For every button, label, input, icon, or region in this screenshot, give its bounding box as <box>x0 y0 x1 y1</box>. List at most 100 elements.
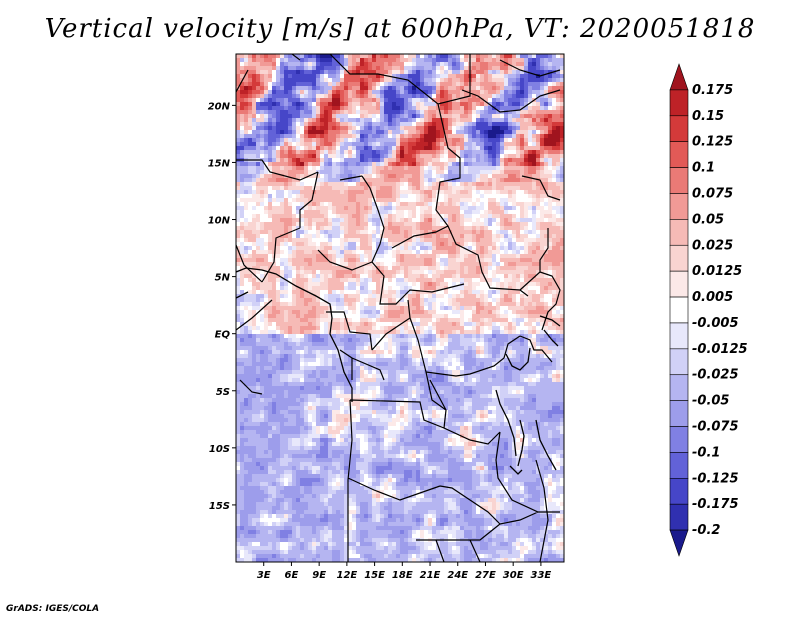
field-cell <box>304 182 308 186</box>
field-cell <box>408 158 412 162</box>
field-cell <box>384 70 388 74</box>
field-cell <box>392 66 396 70</box>
field-cell <box>320 118 324 122</box>
field-cell <box>340 186 344 190</box>
field-cell <box>316 70 320 74</box>
field-cell <box>532 62 536 66</box>
field-cell <box>532 234 536 238</box>
field-cell <box>464 150 468 154</box>
field-cell <box>472 290 476 294</box>
field-cell <box>488 158 492 162</box>
field-cell <box>256 278 260 282</box>
field-cell <box>484 290 488 294</box>
field-cell <box>268 230 272 234</box>
field-cell <box>276 70 280 74</box>
field-cell <box>292 270 296 274</box>
field-cell <box>332 174 336 178</box>
field-cell <box>468 162 472 166</box>
field-cell <box>456 266 460 270</box>
field-cell <box>320 238 324 242</box>
field-cell <box>468 126 472 130</box>
field-cell <box>556 202 560 206</box>
field-cell <box>340 214 344 218</box>
field-cell <box>536 134 540 138</box>
field-cell <box>440 218 444 222</box>
field-cell <box>348 82 352 86</box>
field-cell <box>440 146 444 150</box>
field-cell <box>400 286 404 290</box>
field-cell <box>452 118 456 122</box>
field-cell <box>236 150 240 154</box>
field-cell <box>412 230 416 234</box>
field-cell <box>404 118 408 122</box>
field-cell <box>540 290 544 294</box>
field-cell <box>492 246 496 250</box>
field-cell <box>384 94 388 98</box>
field-cell <box>236 166 240 170</box>
field-cell <box>240 162 244 166</box>
field-cell <box>352 138 356 142</box>
field-cell <box>384 246 388 250</box>
field-cell <box>420 70 424 74</box>
field-cell <box>484 238 488 242</box>
field-cell <box>328 94 332 98</box>
field-cell <box>304 190 308 194</box>
field-cell <box>480 86 484 90</box>
field-cell <box>316 142 320 146</box>
field-cell <box>348 110 352 114</box>
field-cell <box>472 250 476 254</box>
field-cell <box>484 110 488 114</box>
field-cell <box>404 266 408 270</box>
field-cell <box>500 174 504 178</box>
field-cell <box>344 106 348 110</box>
field-cell <box>448 174 452 178</box>
field-cell <box>244 214 248 218</box>
field-cell <box>500 262 504 266</box>
field-cell <box>272 114 276 118</box>
field-cell <box>444 182 448 186</box>
field-cell <box>356 118 360 122</box>
field-cell <box>396 66 400 70</box>
field-cell <box>336 54 340 58</box>
field-cell <box>260 102 264 106</box>
field-cell <box>456 66 460 70</box>
field-cell <box>272 290 276 294</box>
field-cell <box>452 102 456 106</box>
field-cell <box>516 110 520 114</box>
field-cell <box>428 218 432 222</box>
field-cell <box>448 270 452 274</box>
field-cell <box>452 202 456 206</box>
field-cell <box>508 110 512 114</box>
field-cell <box>368 54 372 58</box>
field-cell <box>252 282 256 286</box>
field-cell <box>496 222 500 226</box>
field-cell <box>332 274 336 278</box>
field-cell <box>460 146 464 150</box>
field-cell <box>236 94 240 98</box>
field-cell <box>396 282 400 286</box>
field-cell <box>284 294 288 298</box>
field-cell <box>304 170 308 174</box>
field-cell <box>356 98 360 102</box>
field-cell <box>460 98 464 102</box>
field-cell <box>408 130 412 134</box>
field-cell <box>492 94 496 98</box>
field-cell <box>264 250 268 254</box>
field-cell <box>292 154 296 158</box>
field-cell <box>388 202 392 206</box>
field-cell <box>448 94 452 98</box>
field-cell <box>488 178 492 182</box>
field-cell <box>360 226 364 230</box>
field-cell <box>404 282 408 286</box>
field-cell <box>260 226 264 230</box>
field-cell <box>344 182 348 186</box>
field-cell <box>464 266 468 270</box>
field-cell <box>560 154 564 158</box>
field-cell <box>428 274 432 278</box>
field-cell <box>308 254 312 258</box>
field-cell <box>428 62 432 66</box>
field-cell <box>244 254 248 258</box>
field-cell <box>496 270 500 274</box>
field-cell <box>372 58 376 62</box>
